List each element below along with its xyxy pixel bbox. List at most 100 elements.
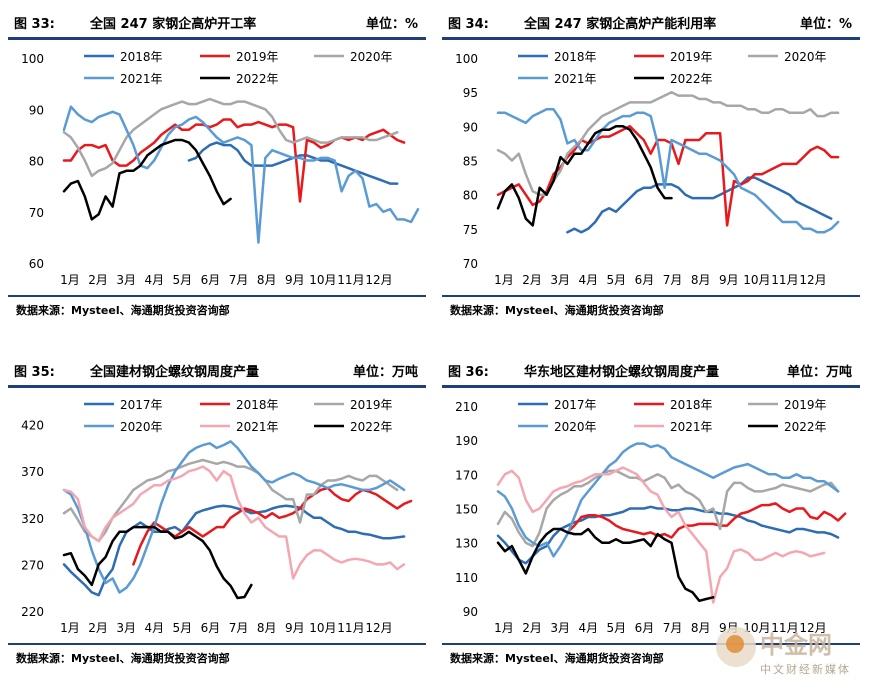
x-tick-label: 11月 <box>337 621 364 635</box>
legend-label: 2022年 <box>236 72 279 86</box>
x-tick-label: 10月 <box>743 621 770 635</box>
unit-label: 单位：% <box>799 17 852 32</box>
x-tick-label: 12月 <box>799 621 826 635</box>
series-line-2020年 <box>62 97 399 178</box>
legend-label: 2020年 <box>554 420 597 434</box>
y-tick-label: 170 <box>455 468 478 482</box>
chart-title: 全国 247 家钢企高炉开工率 <box>90 17 257 32</box>
chart-plot-1: 60 70 80 90 100 1月 2月 3月 4月 5月 6月 7月 8月 9月 10月 11月 12月 20… <box>21 50 420 287</box>
chart-header: 图 35: 全国建材钢企螺纹钢周度产量 单位：万吨 <box>8 352 422 384</box>
chart-panel-2: 图 34: 全国 247 家钢企高炉产能利用率 单位：% 70 75 80 85 90 9… <box>442 4 870 334</box>
series-line-2018年 <box>566 176 833 234</box>
legend-label: 2019年 <box>236 50 279 64</box>
x-tick-label: 2月 <box>88 621 108 635</box>
x-tick-label: 7月 <box>229 273 249 287</box>
series-line-2017年 <box>496 505 840 565</box>
x-tick-label: 9月 <box>719 273 739 287</box>
y-tick-label: 220 <box>21 605 44 619</box>
watermark-brand: 中金网 <box>760 631 832 659</box>
y-tick-label: 110 <box>455 571 478 585</box>
chart-panel-4: 图 36: 华东地区建材钢企螺纹钢周度产量 单位：万吨 90 110 130 150 1… <box>442 352 870 682</box>
y-tick-label: 210 <box>455 400 478 414</box>
y-tick-label: 80 <box>29 155 44 169</box>
x-tick-label: 1月 <box>494 273 514 287</box>
header-rule <box>8 37 426 40</box>
chart-header: 图 33: 全国 247 家钢企高炉开工率 单位：% <box>8 4 422 36</box>
x-tick-label: 9月 <box>285 273 305 287</box>
chart-title: 全国 247 家钢企高炉产能利用率 <box>524 17 717 32</box>
watermark-subtitle: 中文财经新媒体 <box>760 663 851 676</box>
legend-label: 2020年 <box>350 50 393 64</box>
x-tick-label: 1月 <box>494 621 514 635</box>
watermark-logo-inner-icon <box>726 635 744 653</box>
x-tick-label: 1月 <box>60 273 80 287</box>
series-line-2021年 <box>62 105 420 244</box>
legend-label: 2018年 <box>236 398 279 412</box>
figure-label: 图 35: <box>14 365 55 380</box>
footer-rule <box>442 643 860 645</box>
x-tick-label: 4月 <box>578 621 598 635</box>
legend-label: 2018年 <box>554 50 597 64</box>
footer-rule <box>442 295 860 297</box>
chart-panel-3: 图 35: 全国建材钢企螺纹钢周度产量 单位：万吨 220 270 320 370 42… <box>8 352 436 682</box>
x-tick-label: 4月 <box>144 273 164 287</box>
y-tick-label: 75 <box>463 223 478 237</box>
footer-rule <box>8 643 426 645</box>
x-tick-label: 1月 <box>60 621 80 635</box>
x-tick-label: 3月 <box>116 621 136 635</box>
x-tick-label: 11月 <box>771 273 798 287</box>
x-tick-label: 6月 <box>635 621 655 635</box>
x-tick-label: 9月 <box>285 621 305 635</box>
y-tick-label: 100 <box>21 52 44 66</box>
chart-plot-3: 220 270 320 370 420 1月 2月 3月 4月 5月 6月 7月 8月 9月 10月 11月 1… <box>21 398 413 635</box>
legend-label: 2020年 <box>120 420 163 434</box>
source-note: 数据来源：Mysteel、海通期货投资咨询部 <box>16 652 230 665</box>
source-note: 数据来源：Mysteel、海通期货投资咨询部 <box>450 304 664 317</box>
x-tick-label: 5月 <box>607 621 627 635</box>
x-tick-label: 6月 <box>201 621 221 635</box>
series-line-2019年 <box>496 469 840 548</box>
y-tick-label: 90 <box>463 120 478 134</box>
watermark: 中金网 中文财经新媒体 <box>716 621 866 681</box>
x-tick-label: 12月 <box>799 273 826 287</box>
y-tick-label: 270 <box>21 558 44 572</box>
x-tick-label: 4月 <box>578 273 598 287</box>
y-tick-label: 70 <box>29 206 44 220</box>
legend-label: 2019年 <box>670 50 713 64</box>
series-line-2017年 <box>62 504 406 597</box>
x-tick-label: 10月 <box>309 273 336 287</box>
header-rule <box>8 385 426 388</box>
legend-label: 2022年 <box>784 420 827 434</box>
x-tick-label: 5月 <box>607 273 627 287</box>
figure-label: 图 33: <box>14 17 55 32</box>
x-tick-label: 2月 <box>88 273 108 287</box>
y-tick-label: 80 <box>463 189 478 203</box>
x-tick-label: 10月 <box>743 273 770 287</box>
y-tick-label: 90 <box>463 605 478 619</box>
y-tick-label: 85 <box>463 155 478 169</box>
y-tick-label: 320 <box>21 512 44 526</box>
figure-label: 图 36: <box>448 365 489 380</box>
y-tick-label: 150 <box>455 503 478 517</box>
y-tick-label: 100 <box>455 52 478 66</box>
series-line-2022年 <box>496 527 715 603</box>
x-tick-label: 8月 <box>257 273 277 287</box>
series-line-2020年 <box>496 442 840 558</box>
series-line-2022年 <box>496 125 673 227</box>
series-line-2020年 <box>62 440 406 594</box>
series-line-2019年 <box>496 125 840 227</box>
chart-title: 全国建材钢企螺纹钢周度产量 <box>90 365 260 380</box>
series-line-2018年 <box>566 502 847 539</box>
x-tick-label: 8月 <box>691 273 711 287</box>
chart-plot-2: 70 75 80 85 90 95 100 1月 2月 3月 4月 5月 6月 7月 8月 9月 10月 11月 1… <box>455 50 840 287</box>
source-note: 数据来源：Mysteel、海通期货投资咨询部 <box>450 652 664 665</box>
x-tick-label: 7月 <box>663 273 683 287</box>
chart-title: 华东地区建材钢企螺纹钢周度产量 <box>524 365 720 380</box>
x-tick-label: 3月 <box>116 273 136 287</box>
legend-label: 2022年 <box>670 72 713 86</box>
figure-label: 图 34: <box>448 17 489 32</box>
legend-label: 2021年 <box>120 72 163 86</box>
x-tick-label: 5月 <box>173 621 193 635</box>
legend-label: 2017年 <box>554 398 597 412</box>
x-tick-label: 10月 <box>309 621 336 635</box>
